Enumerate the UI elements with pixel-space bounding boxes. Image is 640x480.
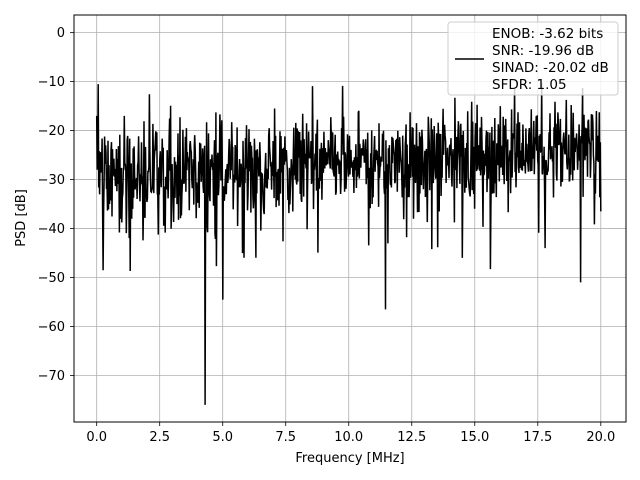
y-tick-label: −10: [38, 75, 65, 90]
y-tick-label: 0: [57, 26, 65, 41]
legend-box: [447, 21, 619, 96]
x-tick-label: 17.5: [523, 430, 552, 445]
x-tick-label: 7.5: [275, 430, 296, 445]
x-tick-label: 2.5: [149, 430, 170, 445]
y-tick-label: −30: [38, 173, 65, 188]
plot-frame: [73, 14, 627, 423]
x-tick-label: 12.5: [397, 430, 426, 445]
x-axis-ticks: 0.0 2.5 5.0 7.5 10.0 12.5 15.0 17.5 20.0: [86, 422, 615, 445]
x-tick-label: 0.0: [86, 430, 107, 445]
x-axis-label: Frequency [MHz]: [295, 451, 404, 466]
legend-line-sinad: SINAD: -20.02 dB: [492, 60, 609, 76]
y-tick-label: −40: [38, 222, 65, 237]
x-tick-label: 10.0: [334, 430, 363, 445]
legend-line-sfdr: SFDR: 1.05: [492, 77, 567, 93]
grid: [74, 15, 626, 422]
x-tick-label: 20.0: [586, 430, 615, 445]
legend-line-snr: SNR: -19.96 dB: [492, 43, 594, 59]
legend-line-enob: ENOB: -3.62 bits: [492, 26, 603, 42]
y-tick-label: −70: [38, 369, 65, 384]
y-tick-label: −60: [38, 320, 65, 335]
y-axis-label: PSD [dB]: [14, 189, 29, 247]
y-tick-label: −50: [38, 271, 65, 286]
psd-series-line: [95, 83, 602, 405]
y-tick-label: −20: [38, 124, 65, 139]
y-axis-ticks: 0 −10 −20 −30 −40 −50 −60 −70: [38, 26, 74, 384]
x-tick-label: 15.0: [460, 430, 489, 445]
x-tick-label: 5.0: [212, 430, 233, 445]
legend: ENOB: -3.62 bits SNR: -19.96 dB SINAD: -…: [447, 21, 619, 96]
